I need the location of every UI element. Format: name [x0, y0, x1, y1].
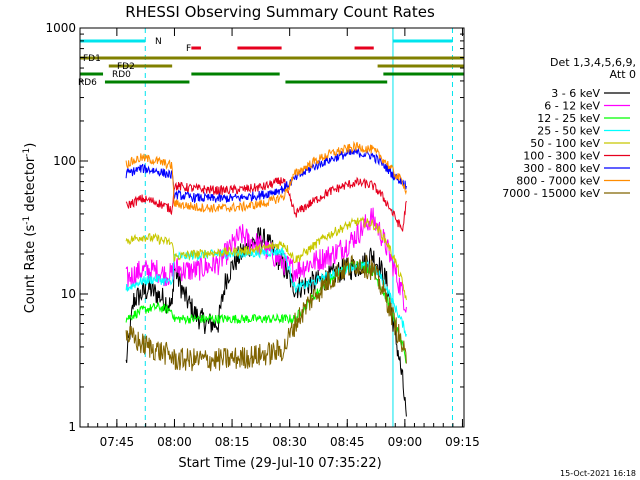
- x-tick-label: 09:15: [445, 435, 480, 449]
- legend-label-1: 6 - 12 keV: [544, 100, 600, 113]
- y-tick-label: 1000: [45, 21, 76, 35]
- legend-label-0: 3 - 6 keV: [551, 87, 600, 100]
- legend-label-2: 12 - 25 keV: [537, 112, 600, 125]
- legend-label-4: 50 - 100 keV: [530, 137, 600, 150]
- x-axis-label: Start Time (29-Jul-10 07:35:22): [178, 456, 381, 471]
- series-lines: [125, 140, 407, 417]
- flag-label-rd6: RD6: [78, 78, 97, 88]
- y-axis: 1 10 100 1000: [45, 21, 464, 434]
- series-line-7: [125, 140, 407, 213]
- flag-label-n: N: [155, 37, 162, 47]
- x-tick-label: 08:30: [272, 435, 307, 449]
- x-axis: 07:45 08:00 08:15 08:30 08:45 09:00 09:15: [87, 28, 480, 449]
- y-axis-label-sup-2: -1: [22, 148, 32, 157]
- y-axis-label: Count Rate (s-1 detector-1): [22, 143, 38, 314]
- flag-label-fd1: FD1: [83, 54, 101, 64]
- y-tick-label: 100: [53, 154, 76, 168]
- render-timestamp: 15-Oct-2021 16:18: [560, 469, 636, 478]
- y-axis-label-tail: detector: [23, 156, 38, 216]
- legend-label-8: 7000 - 15000 keV: [502, 187, 600, 200]
- x-tick-label: 08:45: [330, 435, 365, 449]
- legend-label-5: 100 - 300 keV: [523, 150, 600, 163]
- plot-frame: [79, 27, 465, 428]
- series-line-5: [125, 176, 407, 232]
- x-tick-label: 08:00: [157, 435, 192, 449]
- flag-label-f: F: [186, 44, 191, 54]
- night-boundaries: [79, 28, 453, 427]
- legend-title-2: Att 0: [610, 68, 636, 81]
- series-line-4: [125, 216, 407, 301]
- x-tick-label: 07:45: [100, 435, 135, 449]
- y-tick-label: 10: [61, 287, 76, 301]
- flag-label-fd2: FD2: [117, 62, 135, 72]
- legend-title-1: Det 1,3,4,5,6,9,: [550, 56, 636, 69]
- legend-label-7: 800 - 7000 keV: [516, 175, 600, 188]
- y-axis-label-sup-1: -1: [22, 216, 32, 225]
- y-tick-label: 1: [68, 420, 76, 434]
- y-axis-label-main: Count Rate (s: [23, 225, 38, 314]
- series-line-1: [125, 207, 407, 313]
- flag-label-rd0: RD0: [112, 70, 131, 80]
- legend-label-6: 300 - 800 keV: [523, 162, 600, 175]
- x-tick-label: 09:00: [388, 435, 423, 449]
- x-tick-label: 08:15: [215, 435, 250, 449]
- chart-title: RHESSI Observing Summary Count Rates: [125, 3, 435, 21]
- y-axis-label-end: ): [23, 143, 38, 148]
- legend-label-3: 25 - 50 keV: [537, 125, 600, 138]
- series-line-8: [125, 254, 407, 372]
- series-line-6: [125, 146, 407, 204]
